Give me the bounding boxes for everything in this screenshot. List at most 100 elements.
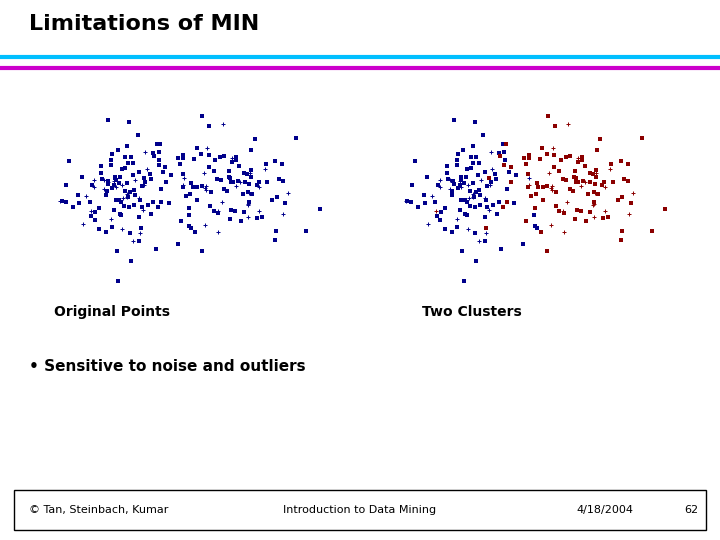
Point <box>253 178 264 187</box>
Point <box>227 153 238 162</box>
Point <box>474 191 486 199</box>
Point <box>457 146 469 155</box>
Point <box>174 159 186 168</box>
Point <box>155 140 166 149</box>
Point <box>541 181 553 190</box>
Point <box>577 177 589 185</box>
Point <box>192 195 203 204</box>
Point <box>475 175 487 184</box>
Point <box>125 188 136 197</box>
Point <box>180 192 192 200</box>
Point <box>96 174 108 183</box>
Point <box>129 191 140 199</box>
Point <box>122 192 133 201</box>
Point <box>60 198 71 206</box>
Point <box>446 228 458 237</box>
Point <box>546 185 557 194</box>
Point <box>521 217 532 225</box>
Text: Introduction to Data Mining: Introduction to Data Mining <box>284 505 436 515</box>
Point <box>541 149 552 158</box>
Point <box>243 200 254 208</box>
Point <box>434 216 446 225</box>
Point <box>110 195 122 204</box>
Point <box>462 165 473 173</box>
Point <box>505 163 516 172</box>
Point <box>192 183 203 192</box>
Point <box>113 179 125 188</box>
Point <box>273 175 284 184</box>
Point <box>572 178 584 187</box>
Point <box>189 228 201 237</box>
Point <box>223 172 235 181</box>
Point <box>479 194 490 202</box>
Point <box>523 151 535 159</box>
Point <box>140 147 151 156</box>
Point <box>409 157 420 165</box>
Point <box>560 152 572 161</box>
Point <box>460 173 472 181</box>
Point <box>480 195 492 204</box>
Point <box>282 188 293 197</box>
Point <box>115 197 127 206</box>
Point <box>400 197 412 205</box>
Point <box>245 168 256 177</box>
Point <box>196 247 207 255</box>
Point <box>110 176 122 184</box>
Point <box>446 187 458 196</box>
Point <box>127 159 139 167</box>
Point <box>133 212 145 221</box>
Point <box>570 174 582 183</box>
Point <box>107 149 118 158</box>
Point <box>114 196 125 205</box>
Point <box>86 212 97 221</box>
Point <box>117 194 129 202</box>
Point <box>107 184 118 193</box>
Point <box>132 130 143 139</box>
Point <box>260 159 271 168</box>
Point <box>243 188 255 197</box>
Point <box>123 118 135 126</box>
Point <box>572 158 583 166</box>
Point <box>73 191 84 199</box>
Point <box>102 177 113 185</box>
Point <box>480 229 492 238</box>
Point <box>241 170 253 179</box>
Point <box>588 187 600 196</box>
Point <box>233 161 245 170</box>
Point <box>622 160 634 168</box>
Point <box>216 198 228 206</box>
Point <box>564 184 575 193</box>
Point <box>456 247 468 255</box>
Point <box>493 149 505 158</box>
Point <box>660 205 671 214</box>
Point <box>562 120 574 129</box>
Point <box>487 165 498 174</box>
Point <box>266 195 278 204</box>
Point <box>554 207 565 215</box>
Point <box>271 227 282 235</box>
Point <box>133 194 145 202</box>
Point <box>599 183 611 191</box>
Point <box>547 144 559 153</box>
Point <box>212 227 224 236</box>
Point <box>439 225 451 234</box>
Point <box>94 204 105 213</box>
Point <box>237 190 248 198</box>
Point <box>535 228 546 237</box>
Point <box>523 180 535 189</box>
Point <box>152 202 163 211</box>
Point <box>503 168 515 177</box>
Point <box>570 215 581 224</box>
Point <box>101 228 112 237</box>
Point <box>177 170 189 178</box>
Point <box>122 159 133 168</box>
Point <box>562 198 573 206</box>
Point <box>153 156 165 165</box>
Point <box>135 195 146 204</box>
Point <box>117 180 128 189</box>
Point <box>208 167 220 176</box>
Point <box>467 141 479 150</box>
Point <box>225 177 237 186</box>
Point <box>212 209 224 218</box>
Point <box>165 171 176 179</box>
